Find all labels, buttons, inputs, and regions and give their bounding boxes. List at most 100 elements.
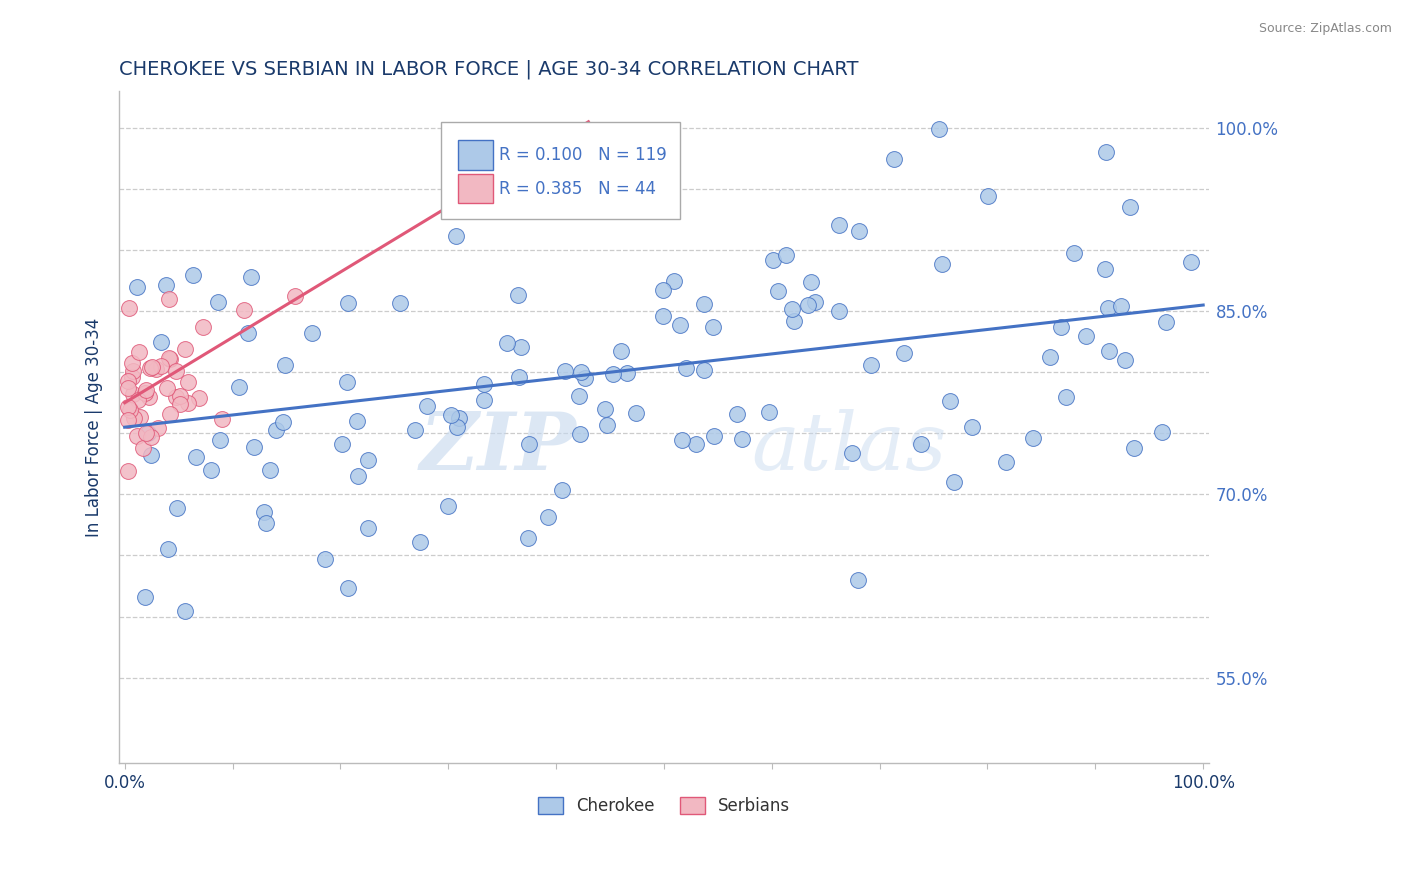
Point xyxy=(388,296,411,310)
Point xyxy=(537,510,560,524)
Point xyxy=(472,393,495,408)
FancyBboxPatch shape xyxy=(440,121,681,219)
Point xyxy=(1063,246,1085,260)
Point xyxy=(797,298,820,312)
Point xyxy=(1123,442,1146,456)
Point xyxy=(828,218,851,232)
Point xyxy=(841,446,863,460)
Point xyxy=(685,436,707,450)
Text: atlas: atlas xyxy=(751,409,946,486)
Point xyxy=(762,252,785,267)
Point xyxy=(1150,425,1173,440)
Point xyxy=(436,499,458,513)
Point xyxy=(859,359,882,373)
Point xyxy=(508,370,530,384)
Point xyxy=(165,390,187,404)
Point xyxy=(117,464,139,478)
Point xyxy=(766,284,789,298)
Point xyxy=(671,433,693,447)
Point xyxy=(259,462,281,476)
Text: R = 0.385   N = 44: R = 0.385 N = 44 xyxy=(499,179,657,198)
Point xyxy=(800,275,823,289)
Point xyxy=(233,303,256,318)
Point xyxy=(357,521,380,535)
FancyBboxPatch shape xyxy=(458,140,494,169)
Point xyxy=(693,297,716,311)
Point xyxy=(624,406,647,420)
Point xyxy=(169,397,191,411)
Point xyxy=(1154,315,1177,329)
Point xyxy=(408,534,430,549)
Point xyxy=(415,399,437,413)
Point xyxy=(117,400,139,414)
Point xyxy=(550,483,572,498)
Point xyxy=(200,463,222,477)
Point xyxy=(155,278,177,293)
Point xyxy=(1119,201,1142,215)
Point xyxy=(828,303,851,318)
Point xyxy=(121,369,143,384)
Point xyxy=(149,359,172,373)
Point xyxy=(346,414,368,428)
Point xyxy=(1180,254,1202,268)
Point xyxy=(159,407,181,421)
Point xyxy=(1076,329,1098,343)
Point xyxy=(664,274,686,288)
Point xyxy=(519,436,541,450)
Point xyxy=(931,257,953,271)
Point xyxy=(264,423,287,437)
Point xyxy=(240,270,263,285)
Point xyxy=(118,402,141,417)
Point xyxy=(593,402,616,417)
Point xyxy=(516,531,538,545)
Point xyxy=(693,363,716,377)
Point xyxy=(962,420,984,434)
Point xyxy=(447,411,470,425)
Text: Source: ZipAtlas.com: Source: ZipAtlas.com xyxy=(1258,22,1392,36)
Point xyxy=(156,381,179,395)
Point xyxy=(132,441,155,455)
Legend: Cherokee, Serbians: Cherokee, Serbians xyxy=(531,790,797,822)
Point xyxy=(702,319,724,334)
Point xyxy=(848,573,870,587)
Text: R = 0.100   N = 119: R = 0.100 N = 119 xyxy=(499,146,668,164)
Point xyxy=(122,386,145,401)
Point xyxy=(783,314,806,328)
Point xyxy=(184,450,207,465)
Point xyxy=(943,475,966,489)
Point xyxy=(145,362,167,376)
Point xyxy=(675,360,697,375)
Point xyxy=(177,375,200,389)
Y-axis label: In Labor Force | Age 30-34: In Labor Force | Age 30-34 xyxy=(86,318,103,537)
Point xyxy=(271,415,294,429)
Point xyxy=(883,152,905,166)
Point xyxy=(509,340,531,354)
Point xyxy=(187,391,209,405)
Point xyxy=(117,413,139,427)
Point xyxy=(314,552,336,566)
Point xyxy=(173,342,195,356)
Point xyxy=(127,280,149,294)
Point xyxy=(159,352,181,367)
Point xyxy=(242,440,264,454)
Point xyxy=(208,434,231,448)
Point xyxy=(336,582,359,596)
Point xyxy=(165,364,187,378)
Point xyxy=(939,393,962,408)
Point xyxy=(569,365,592,379)
Point xyxy=(118,301,141,315)
Point xyxy=(141,430,163,444)
Point xyxy=(1114,353,1136,368)
Point xyxy=(283,289,305,303)
Point xyxy=(125,429,148,443)
Point xyxy=(274,358,297,372)
Point xyxy=(1021,431,1043,445)
Point xyxy=(336,376,359,390)
Point xyxy=(156,542,179,557)
Point xyxy=(910,437,932,451)
Point xyxy=(1050,320,1073,334)
Point xyxy=(446,229,468,244)
Point xyxy=(166,501,188,516)
Point xyxy=(121,364,143,378)
Point xyxy=(1097,301,1119,316)
